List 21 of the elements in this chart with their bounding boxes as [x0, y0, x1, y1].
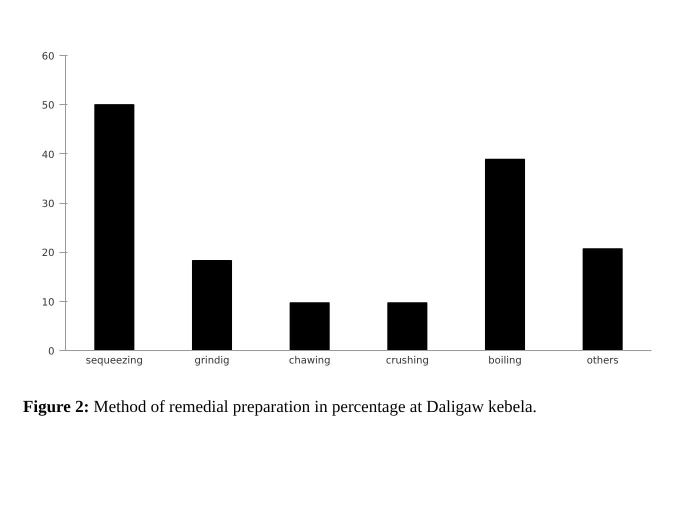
x-tick-label: grindig — [194, 356, 230, 366]
y-tick-label: 10 — [42, 297, 55, 308]
x-tick-label: boiling — [488, 356, 522, 366]
caption: Figure 2: — [23, 397, 90, 416]
y-tick-label: 0 — [48, 346, 55, 358]
bar — [484, 158, 526, 350]
x-tick-label: sequeezing — [86, 356, 143, 366]
bar — [582, 248, 623, 350]
bar — [387, 302, 428, 350]
x-tick-label: chawing — [288, 356, 330, 366]
y-tick-label: 30 — [42, 199, 55, 210]
y-tick-label: 40 — [42, 150, 55, 161]
text: Method of remedial preparation in percentage at Daligaw kebela. — [94, 397, 537, 416]
y-tick-label: 20 — [42, 248, 55, 260]
y-tick-label: 60 — [42, 52, 55, 62]
bar — [290, 302, 330, 350]
y-tick-label: 50 — [42, 100, 55, 112]
bar — [192, 260, 232, 350]
x-tick-label: others — [586, 356, 619, 366]
x-tick-label: crushing — [386, 356, 429, 366]
bar — [94, 104, 134, 350]
